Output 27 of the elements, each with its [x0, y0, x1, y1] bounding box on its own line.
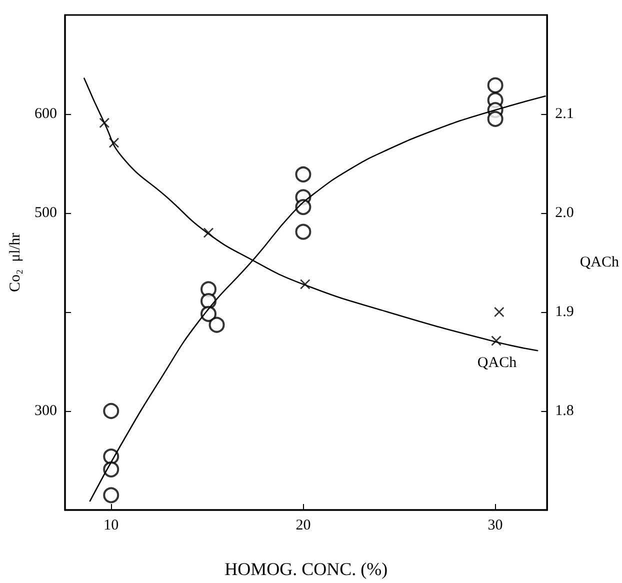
x-tick-label: 30 [488, 518, 503, 534]
x-axis-title: HOMOG. CONC. (%) [224, 559, 388, 579]
point [487, 110, 504, 127]
annotation: QACh [477, 355, 518, 371]
point [300, 279, 310, 290]
point [108, 138, 120, 148]
y2-tick-label: 1.8 [555, 403, 574, 419]
point [295, 166, 312, 182]
point [208, 316, 225, 333]
point [203, 228, 214, 238]
y-tick-label: 600 [34, 106, 57, 122]
y2-axis-title: QACh [580, 254, 620, 270]
point [103, 403, 120, 419]
point [494, 306, 504, 318]
y2-tick-label: 2.0 [555, 205, 574, 221]
x-tick-label: 20 [296, 518, 311, 534]
point [103, 487, 120, 504]
point [491, 336, 502, 346]
point [487, 77, 504, 94]
y-tick-label: 500 [34, 205, 57, 221]
y2-tick-label: 2.1 [555, 106, 574, 122]
y-tick-label: 300 [34, 403, 57, 419]
y2-tick-label: 1.9 [555, 304, 574, 320]
point [295, 224, 312, 240]
y-axis-title: Co₂ μl/hr [8, 232, 24, 292]
point [99, 118, 110, 128]
x-tick-label: 10 [104, 518, 119, 534]
